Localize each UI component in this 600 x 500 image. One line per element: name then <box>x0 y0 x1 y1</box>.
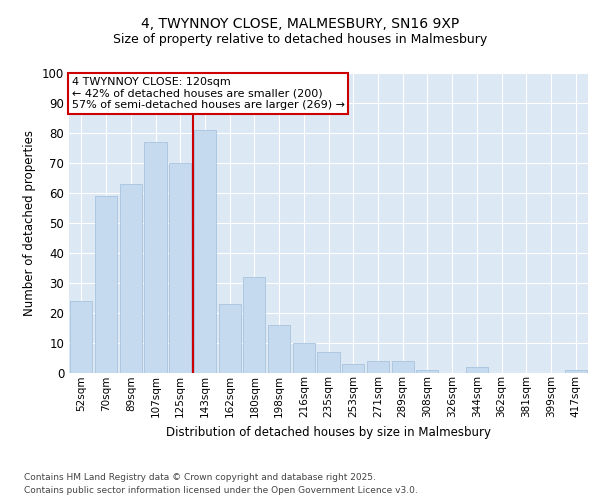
Bar <box>367 360 389 372</box>
Bar <box>342 364 364 372</box>
Text: Contains HM Land Registry data © Crown copyright and database right 2025.: Contains HM Land Registry data © Crown c… <box>24 472 376 482</box>
Bar <box>293 342 315 372</box>
Bar <box>317 352 340 372</box>
Y-axis label: Number of detached properties: Number of detached properties <box>23 130 37 316</box>
Bar <box>145 142 167 372</box>
Bar <box>218 304 241 372</box>
Bar <box>95 196 117 372</box>
Bar <box>268 324 290 372</box>
Text: 4 TWYNNOY CLOSE: 120sqm
← 42% of detached houses are smaller (200)
57% of semi-d: 4 TWYNNOY CLOSE: 120sqm ← 42% of detache… <box>71 77 344 110</box>
Bar <box>169 162 191 372</box>
Bar <box>119 184 142 372</box>
Bar <box>70 300 92 372</box>
X-axis label: Distribution of detached houses by size in Malmesbury: Distribution of detached houses by size … <box>166 426 491 438</box>
Text: 4, TWYNNOY CLOSE, MALMESBURY, SN16 9XP: 4, TWYNNOY CLOSE, MALMESBURY, SN16 9XP <box>141 18 459 32</box>
Bar <box>243 276 265 372</box>
Bar <box>392 360 414 372</box>
Text: Size of property relative to detached houses in Malmesbury: Size of property relative to detached ho… <box>113 32 487 46</box>
Bar <box>416 370 439 372</box>
Bar <box>194 130 216 372</box>
Bar <box>565 370 587 372</box>
Text: Contains public sector information licensed under the Open Government Licence v3: Contains public sector information licen… <box>24 486 418 495</box>
Bar <box>466 366 488 372</box>
